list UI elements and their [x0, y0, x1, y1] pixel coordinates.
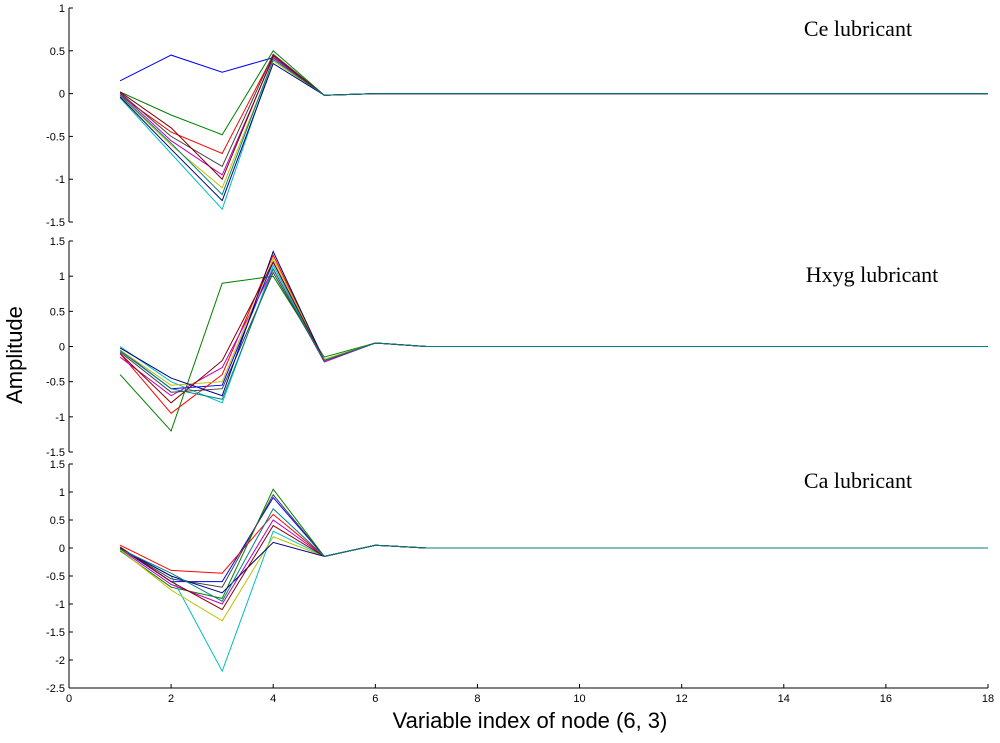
y-tick-label: 1.5 [50, 236, 65, 248]
panel-3: 1.5 1 0.5 0 -0.5 -1 -1.5 -2 -2.5 Ca lubricant [46, 459, 988, 695]
y-tick-label: -2 [55, 655, 65, 667]
panel-2: 1.5 1 0.5 0 -0.5 -1 -1.5 Hxyg lubricant [46, 236, 988, 459]
series-line [119, 488, 988, 599]
y-axis-label: Amplitude [2, 306, 27, 404]
series-line [119, 267, 988, 400]
series-line [119, 271, 988, 393]
panel-title: Hxyg lubricant [806, 262, 939, 287]
x-tick-label: 0 [66, 693, 72, 705]
series-line [119, 62, 988, 202]
series-line [119, 58, 988, 196]
x-tick-label: 18 [982, 693, 994, 705]
y-tick-label: -1 [55, 412, 65, 424]
y-tick-label: 1.5 [50, 459, 65, 471]
y-tick-label: 0.5 [50, 46, 65, 58]
series-line [119, 530, 988, 673]
series-line [119, 50, 988, 136]
x-tick-label: 10 [573, 693, 585, 705]
y-tick-label: -1 [55, 174, 65, 186]
x-axis: 0 2 4 6 8 10 12 14 16 18 [66, 684, 994, 705]
x-tick-label: 6 [372, 693, 378, 705]
x-tick-label: 16 [880, 693, 892, 705]
y-tick-label: -1.5 [46, 627, 65, 639]
series-line [119, 268, 988, 397]
y-tick-label: -0.5 [46, 377, 65, 389]
y-tick-label: -0.5 [46, 131, 65, 143]
series-line [119, 496, 988, 583]
x-tick-label: 12 [676, 693, 688, 705]
series-line [119, 275, 988, 432]
y-tick-label: 1 [59, 271, 65, 283]
series-line [119, 56, 988, 176]
series-line [119, 519, 988, 605]
x-tick-label: 14 [778, 693, 790, 705]
x-tick-label: 2 [168, 693, 174, 705]
panels: 1 0.5 0 -0.5 -1 -1.5 Ce lubricant 1.5 1 0.5 0 -0.5 -… [46, 3, 988, 695]
series-line [119, 507, 988, 602]
x-tick-label: 8 [474, 693, 480, 705]
y-tick-label: -1.5 [46, 217, 65, 229]
y-tick-label: -2.5 [46, 683, 65, 695]
series-line [119, 58, 988, 211]
x-axis-label: Variable index of node (6, 3) [393, 708, 668, 733]
panel-1: 1 0.5 0 -0.5 -1 -1.5 Ce lubricant [46, 3, 988, 229]
y-tick-label: -1 [55, 599, 65, 611]
y-tick-label: 1 [59, 3, 65, 15]
x-tick-label: 4 [270, 693, 276, 705]
y-tick-label: 0.5 [50, 306, 65, 318]
y-tick-label: 1 [59, 487, 65, 499]
y-tick-label: -0.5 [46, 571, 65, 583]
panel-title: Ce lubricant [804, 16, 912, 41]
panel-title: Ca lubricant [804, 468, 912, 493]
y-tick-label: 0.5 [50, 515, 65, 527]
y-tick-label: -1.5 [46, 447, 65, 459]
y-tick-label: 0 [59, 89, 65, 101]
y-tick-label: 0 [59, 342, 65, 354]
y-tick-label: 0 [59, 543, 65, 555]
